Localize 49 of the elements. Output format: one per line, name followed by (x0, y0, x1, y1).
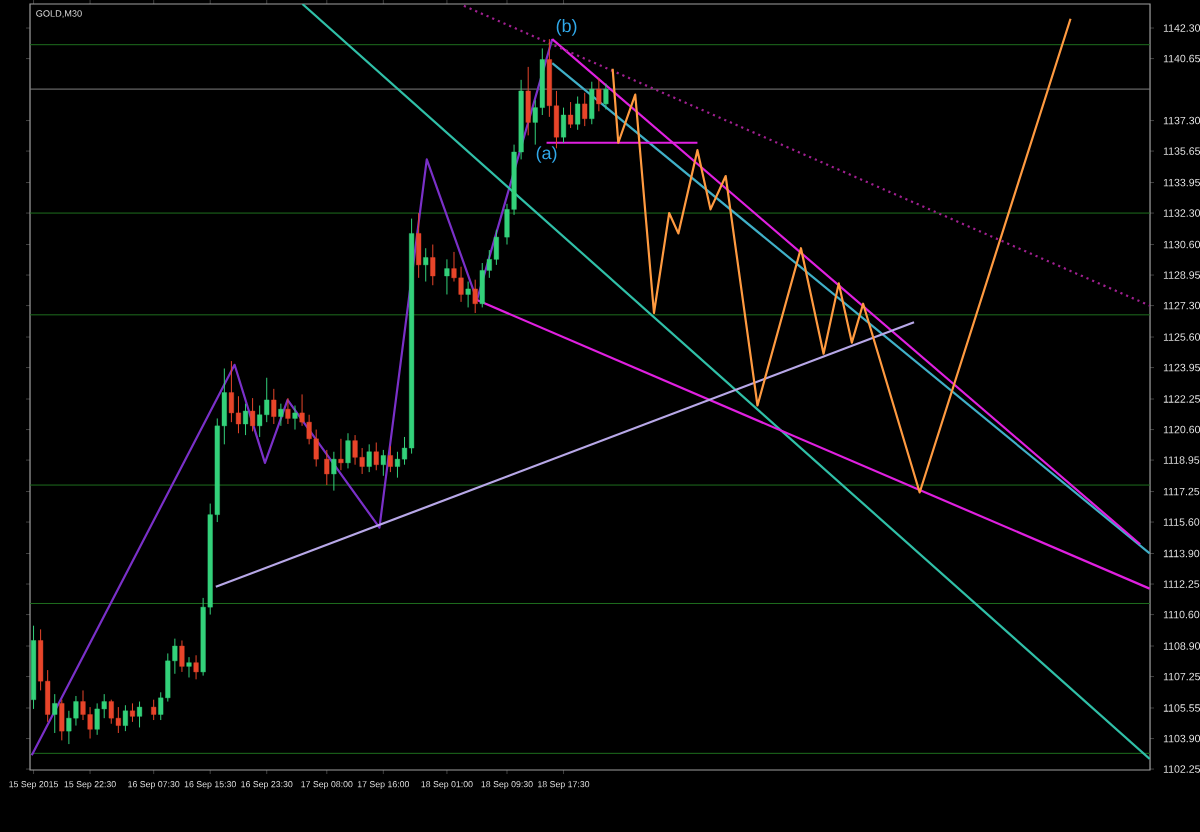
candlestick (373, 442, 379, 471)
annotation: (b) (556, 19, 577, 36)
candlestick (589, 81, 595, 125)
candlestick (472, 279, 478, 314)
candlestick (568, 101, 574, 129)
candlestick (278, 403, 284, 427)
candlestick (243, 403, 249, 436)
candlestick (575, 96, 581, 131)
candlestick (465, 281, 471, 308)
candlestick (122, 704, 128, 732)
candlestick (430, 244, 436, 286)
candlestick (52, 693, 58, 734)
line-series (30, 38, 554, 757)
candlestick (596, 77, 602, 112)
candlestick (228, 360, 234, 423)
candlestick (285, 397, 291, 425)
candlestick (108, 699, 114, 725)
candlestick (271, 388, 277, 425)
candlestick (394, 451, 400, 479)
candlestick (560, 107, 567, 144)
candlestick (345, 432, 351, 469)
candlestick (444, 258, 450, 295)
candlestick (387, 445, 393, 473)
candlestick (352, 434, 358, 466)
candlestick (94, 702, 100, 736)
candlestick (115, 706, 121, 734)
candlestick (186, 656, 192, 678)
candlestick (416, 212, 422, 279)
candlestick (479, 262, 485, 308)
candlestick (603, 83, 609, 110)
candlestick (582, 92, 588, 127)
candlestick (380, 449, 386, 477)
candlestick (324, 449, 330, 486)
candlestick (179, 639, 185, 673)
candlestick (250, 397, 256, 432)
annotation: (a) (536, 146, 557, 163)
candlestick (292, 405, 298, 431)
candlestick (193, 654, 199, 680)
candlestick (129, 702, 136, 723)
candlestick (264, 377, 270, 423)
candlestick (338, 438, 344, 471)
candlestick (525, 66, 531, 136)
candlestick (137, 701, 143, 728)
candlestick (59, 699, 65, 741)
candlestick (366, 443, 372, 473)
candlestick (151, 699, 157, 721)
line-series (611, 17, 1072, 494)
candlestick (423, 247, 429, 283)
candlestick (331, 451, 337, 492)
